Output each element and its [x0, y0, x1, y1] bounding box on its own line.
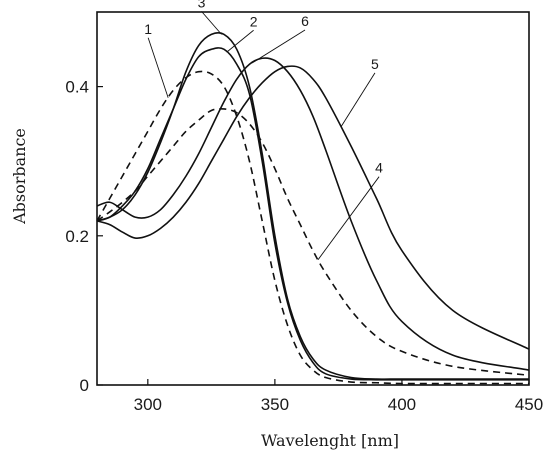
curve-label-1: 1 — [144, 21, 152, 37]
series-line-2 — [96, 47, 530, 381]
leader-line-6 — [251, 29, 306, 64]
y-tick-label-0.4: 0.4 — [65, 78, 89, 97]
series-line-6 — [96, 57, 530, 371]
curve-label-2: 2 — [250, 13, 258, 29]
curve-label-layer: 1 2 3 4 5 6 — [144, 0, 383, 260]
series-line-5 — [96, 65, 530, 350]
leader-line-2 — [226, 29, 254, 53]
x-tick-label-300: 300 — [134, 395, 162, 414]
axis-layer: 300 350 400 450 0 0.2 0.4 — [65, 78, 543, 414]
y-tick-label-0: 0 — [80, 376, 89, 395]
plot-frame — [96, 11, 530, 386]
x-tick-label-450: 450 — [515, 395, 543, 414]
curve-label-5: 5 — [371, 56, 379, 72]
series-layer — [96, 31, 530, 385]
x-axis-title: Wavelenght [nm] — [261, 431, 399, 450]
curve-label-3: 3 — [198, 0, 206, 10]
series-line-4 — [96, 107, 530, 377]
y-axis-title: Absorbance — [10, 128, 29, 225]
leader-line-4 — [317, 176, 380, 260]
x-tick-label-400: 400 — [388, 395, 416, 414]
series-line-3 — [96, 31, 529, 380]
leader-line-5 — [340, 72, 376, 128]
y-tick-label-0.2: 0.2 — [65, 227, 89, 246]
series-line-1 — [96, 70, 529, 385]
leader-line-1 — [147, 37, 169, 98]
curve-label-6: 6 — [301, 13, 309, 29]
leader-line-3 — [201, 11, 222, 35]
curve-label-4: 4 — [375, 160, 383, 176]
x-tick-label-350: 350 — [261, 395, 289, 414]
